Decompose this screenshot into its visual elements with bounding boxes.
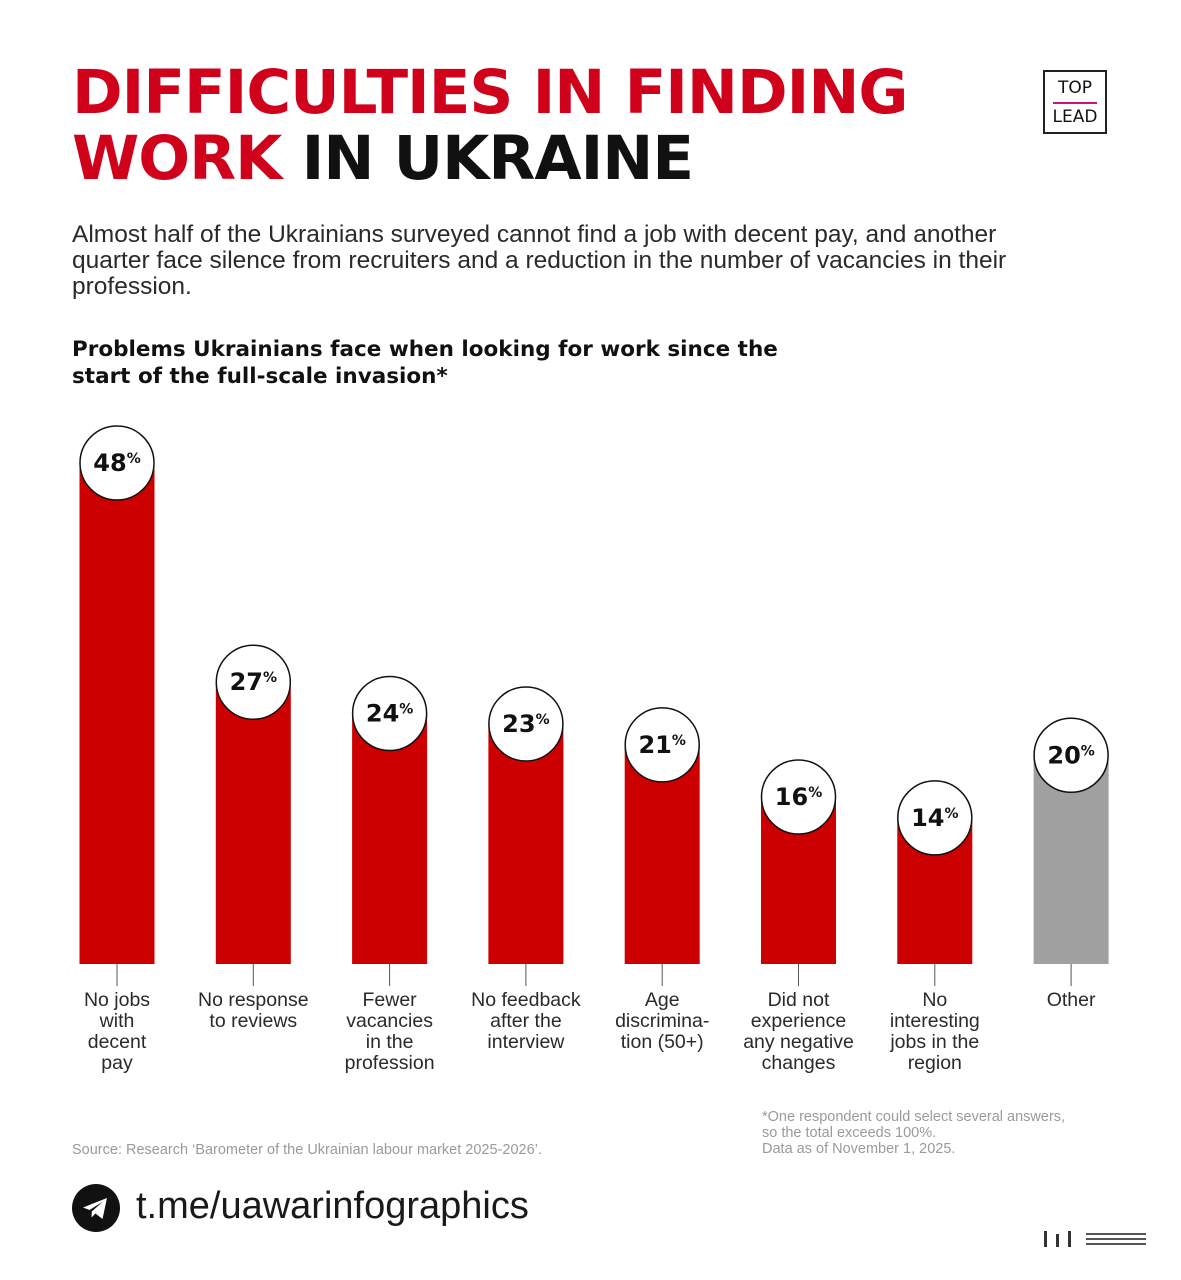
value-bubble — [1033, 717, 1109, 793]
value-bubble — [488, 686, 564, 762]
data-label: 24% — [366, 700, 413, 728]
category-label: No feedback after the interview — [471, 989, 581, 1053]
footnote: *One respondent could select several ans… — [762, 1109, 1142, 1157]
category-label: Age discrimina-tion (50+) — [615, 989, 709, 1053]
category-label: No interesting jobs in the region — [889, 989, 979, 1074]
watermark-icon — [1030, 1226, 1160, 1252]
category-label: Other — [1047, 989, 1096, 1011]
logo-top: TOP — [1057, 77, 1093, 98]
data-label: 48% — [93, 449, 140, 477]
telegram-icon — [72, 1184, 120, 1232]
footnote-line: *One respondent could select several ans… — [762, 1109, 1066, 1125]
value-bubble — [215, 644, 292, 720]
category-label: No jobs with decent pay — [84, 989, 150, 1074]
chart-title: Problems Ukrainians face when looking fo… — [72, 337, 778, 389]
page-title: DIFFICULTIES IN FINDING WORK IN UKRAINE — [72, 60, 1032, 192]
subtitle: Almost half of the Ukrainians surveyed c… — [72, 221, 1007, 300]
title-red-line1: DIFFICULTIES IN FINDING — [72, 57, 908, 128]
bar-chart: 48% No jobs with decent pay 27% No response to … — [79, 425, 1109, 1074]
top-lead-logo: TOP LEAD — [1043, 70, 1107, 134]
value-bubble — [624, 707, 700, 783]
data-label: 14% — [911, 804, 958, 832]
footnote-line: Data as of November 1, 2025. — [762, 1141, 956, 1157]
logo-bottom: LEAD — [1052, 106, 1098, 127]
source-note: Source: Research ‘Barometer of the Ukrai… — [72, 1142, 542, 1158]
data-label: 23% — [502, 710, 549, 738]
data-label: 27% — [230, 668, 277, 696]
telegram-link[interactable]: t.me/uawarinfographics — [136, 1185, 529, 1227]
title-red-line2: WORK — [72, 123, 282, 194]
logo-divider — [1053, 101, 1097, 104]
data-label: 20% — [1047, 741, 1094, 769]
value-bubble — [351, 675, 428, 752]
bar — [352, 713, 428, 964]
category-label: Fewer vacancies in the profession — [345, 989, 435, 1074]
data-label: 21% — [638, 731, 685, 759]
data-label: 16% — [775, 783, 822, 811]
category-label: No response to reviews — [198, 989, 309, 1032]
value-bubble — [760, 759, 837, 835]
bar — [215, 682, 291, 964]
bar — [488, 723, 564, 964]
footnote-line: so the total exceeds 100%. — [762, 1125, 937, 1141]
category-label: Did not experience any negative changes — [743, 989, 854, 1074]
title-black: IN UKRAINE — [301, 123, 694, 194]
value-bubble — [897, 780, 973, 856]
value-bubble — [79, 425, 155, 501]
bar — [79, 463, 155, 964]
